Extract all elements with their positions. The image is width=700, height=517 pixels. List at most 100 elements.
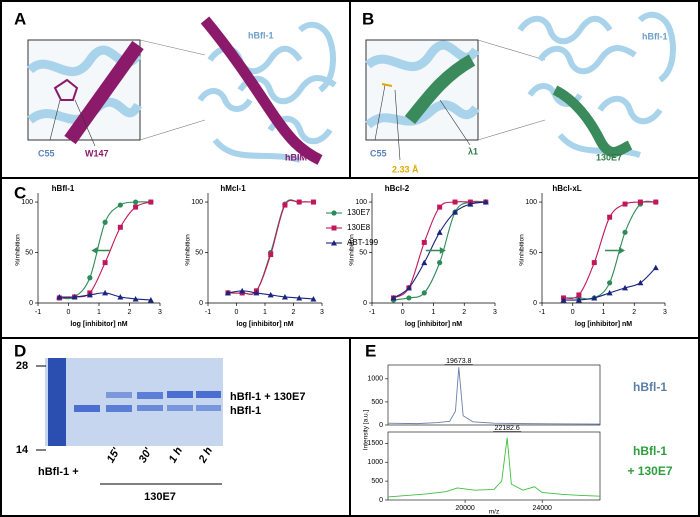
band [167,405,193,411]
point [132,295,139,302]
point [482,199,489,205]
ladder [48,358,66,446]
label: C55 [38,148,55,158]
band [196,391,221,398]
point [652,264,659,271]
legend-label: ABT-199 [347,238,379,247]
point [637,279,644,286]
point [607,214,613,220]
point [87,275,93,281]
point [296,294,303,301]
helix [597,95,663,125]
point [133,204,139,210]
y-tick-label: 100 [355,199,367,206]
lane-label: 2 h [196,445,215,466]
y-tick-label: 1000 [367,376,383,383]
y-tick-label: 50 [195,249,203,256]
panel-label: E [365,341,376,360]
pointer [49,99,61,141]
x-tick-label: 2 [292,309,296,316]
helix [537,45,637,75]
spectrum [387,367,601,425]
point [71,293,78,300]
point [148,199,154,205]
x-tick-label: 3 [158,309,162,316]
band [106,405,132,412]
band-label: hBfl-1 + 130E7 [230,391,306,403]
point [310,295,317,302]
chart-title: hMcl-1 [220,184,246,193]
label: λ1 [468,146,478,156]
point [560,296,567,303]
chart-title: hBcl-xL [552,184,581,193]
point [102,289,109,296]
legend-marker [331,240,337,246]
y-tick-label: 500 [371,399,383,406]
x-tick-label: 1 [263,309,267,316]
point [117,224,123,230]
plot-frame [387,431,601,501]
peak-label: 19673.8 [446,358,471,365]
shift-arrow-head [91,247,98,255]
point [576,292,582,298]
point [607,280,613,286]
binder-helix [404,54,476,125]
point [452,209,459,215]
side-label: + 130E7 [627,464,672,478]
point [421,290,427,296]
x-tick-label: 2 [462,309,466,316]
y-tick-label: 1000 [367,459,383,466]
y-tick-label: 0 [533,300,537,307]
x-tick-label: 2 [128,309,132,316]
pointer [439,99,471,146]
point [437,204,443,210]
point [437,260,443,266]
helix [197,88,253,112]
point [86,291,93,298]
peak-label: 22182.6 [494,425,519,432]
spectrum [387,437,601,498]
shift-arrow-head [619,247,626,255]
panel-label: C [14,183,26,202]
shift-arrow-head [439,247,446,255]
y-axis-label: %inhibition [349,234,356,266]
zoom-line [139,119,206,141]
structure-a [26,16,337,165]
row-label: hBfl-1 + [38,466,79,478]
x-axis-label: log [inhibitor] nM [70,321,127,328]
point [56,293,63,300]
label: W147 [85,148,109,158]
point [637,199,643,205]
point [575,296,582,303]
y-tick-label: 0 [363,300,367,307]
side-label: hBfl-1 [633,380,667,394]
x-tick-label: -1 [35,309,41,316]
point [133,199,139,205]
y-tick-label: 100 [191,199,203,206]
x-tick-label: -1 [205,309,211,316]
side-label: hBfl-1 [633,444,667,458]
point [622,201,628,207]
x-tick-label: -1 [539,309,545,316]
loop [557,132,641,158]
point [436,229,443,235]
helix [517,15,613,45]
band [137,405,163,411]
point [622,229,628,235]
point [102,260,108,266]
band [106,392,132,398]
point [622,284,629,291]
fit-curve [227,199,314,295]
y-tick-label: 0 [199,300,203,307]
label: hBIM [285,152,307,162]
band [196,405,221,411]
point [224,289,231,296]
y-tick-label: 1500 [367,440,383,447]
x-tick-label: 0 [401,309,405,316]
loop [212,137,301,163]
point [653,199,659,205]
y-axis-label: %inhibition [185,234,192,266]
label: 2.33 Å [392,164,419,174]
point [296,199,302,205]
y-axis-label: %inhibition [519,234,526,266]
